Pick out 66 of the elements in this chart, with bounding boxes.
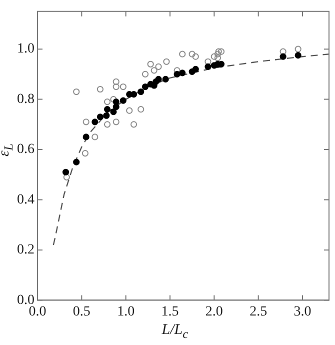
point (218, 48, 225, 55)
x-tick-label: 0.0 (28, 304, 46, 320)
x-axis-title: L/L$_{c}$ (162, 322, 188, 342)
point (62, 168, 70, 176)
point (214, 50, 221, 58)
point (138, 106, 144, 113)
point (96, 114, 104, 120)
point (214, 54, 221, 62)
point (155, 76, 162, 83)
x-tick-label: 2.0 (205, 304, 223, 320)
point (280, 48, 286, 55)
point (104, 98, 111, 106)
point (63, 174, 70, 180)
point (92, 118, 98, 126)
point (112, 118, 120, 126)
y-tick-label: 0.8 (17, 92, 34, 107)
point (294, 46, 302, 52)
point (92, 134, 98, 140)
point (138, 88, 144, 96)
point (163, 58, 170, 65)
point (294, 52, 302, 59)
y-tick-label: 1.0 (17, 42, 34, 57)
point (174, 70, 180, 78)
point (179, 50, 186, 58)
x-tick-label: 1.5 (161, 304, 179, 320)
point (96, 86, 104, 93)
x-tick-label: 0.5 (72, 304, 90, 320)
point (215, 48, 222, 55)
point (280, 53, 286, 60)
point (162, 76, 169, 83)
y-tick-label: 0.4 (17, 192, 34, 208)
point (112, 104, 120, 110)
point (130, 121, 138, 128)
point (104, 121, 111, 128)
point (147, 60, 154, 68)
point (103, 112, 110, 119)
point (110, 96, 117, 103)
point (179, 70, 186, 76)
y-tick-label: 0.2 (17, 242, 34, 258)
point (73, 88, 80, 96)
x-tick-label: 3.0 (294, 304, 312, 320)
point (110, 108, 117, 116)
point (120, 97, 126, 104)
x-tick-label: 2.5 (250, 304, 268, 320)
point (73, 158, 80, 166)
point (120, 83, 126, 90)
point (112, 83, 120, 90)
point (82, 118, 90, 126)
point (142, 83, 149, 90)
point (204, 63, 212, 70)
point (82, 134, 90, 140)
point (210, 53, 218, 60)
point (126, 107, 133, 114)
point (112, 78, 120, 86)
point (155, 63, 162, 70)
point (82, 150, 88, 157)
line-series (52, 53, 329, 246)
point (204, 58, 212, 65)
x-tick-label: 1.0 (117, 304, 135, 320)
point (150, 67, 158, 74)
point (104, 106, 111, 113)
point (192, 66, 199, 72)
point (142, 70, 149, 78)
point (192, 53, 199, 60)
point (188, 50, 196, 58)
y-tick-label: 0.6 (17, 142, 34, 158)
